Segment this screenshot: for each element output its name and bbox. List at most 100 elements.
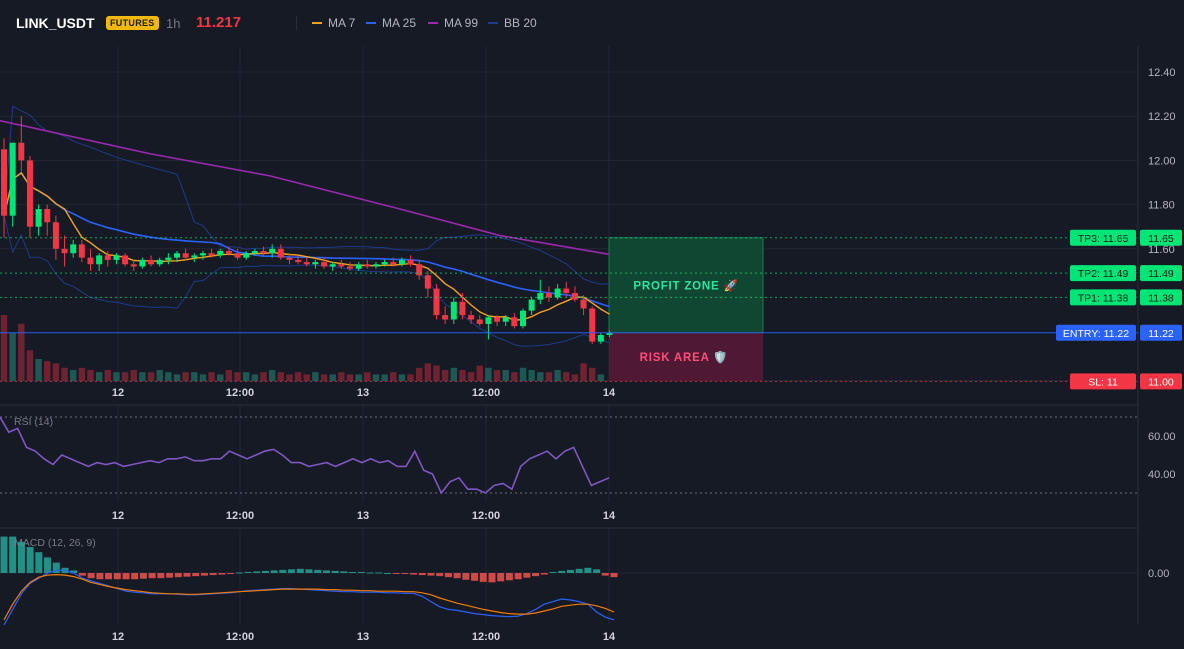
macd-hist-bar: [17, 541, 25, 573]
candle-body: [442, 315, 449, 320]
macd-hist-bar: [122, 573, 130, 580]
volume-bar: [113, 372, 120, 381]
candle-body: [528, 299, 535, 311]
volume-bar: [502, 370, 509, 381]
macd-hist-bar: [549, 571, 557, 573]
volume-bar: [147, 372, 155, 381]
volume-bar: [407, 374, 414, 381]
macd-hist-bar: [314, 569, 322, 573]
axis-tag-label: 11.22: [1148, 328, 1174, 340]
x-tick-label: 12:00: [472, 387, 500, 399]
volume-bar: [0, 315, 8, 381]
volume-bar: [44, 361, 51, 381]
candle-body: [312, 262, 319, 265]
volume-bar: [121, 372, 129, 381]
candle-body: [381, 262, 388, 265]
header-divider: [296, 16, 297, 30]
candle-body: [321, 262, 328, 267]
macd-hist-bar: [566, 569, 574, 573]
macd-hist-bar: [87, 573, 95, 579]
level-tag-sl[interactable]: [1070, 373, 1136, 390]
interval-label[interactable]: 1h: [166, 16, 181, 31]
level-tag-tp[interactable]: [1070, 289, 1136, 306]
symbol-name[interactable]: LINK_USDT: [16, 15, 95, 31]
macd-hist-bar: [436, 573, 444, 577]
candle-body: [554, 288, 561, 298]
macd-hist-bar: [540, 573, 548, 575]
candle-body: [494, 317, 501, 322]
level-tag-tp[interactable]: [1070, 229, 1136, 246]
macd-hist-bar: [383, 573, 391, 574]
axis-tag-tp: [1140, 265, 1182, 282]
legend-bb20[interactable]: BB 20: [488, 16, 537, 30]
legend-ma99[interactable]: MA 99: [428, 16, 478, 30]
volume-bar: [173, 374, 181, 381]
macd-hist-bar: [9, 536, 17, 573]
macd-hist-bar: [244, 571, 252, 573]
macd-hist-bar: [584, 567, 592, 573]
level-tag-tp[interactable]: [1070, 265, 1136, 282]
candle-body: [87, 257, 94, 265]
candle-body: [511, 317, 518, 327]
legend-ma7[interactable]: MA 7: [312, 16, 355, 30]
rsi-tick-label: 40.00: [1148, 469, 1176, 481]
volume-bar: [225, 370, 233, 381]
candle-body: [234, 253, 241, 258]
x-tick-label: 14: [603, 510, 616, 522]
macd-hist-bar: [305, 569, 313, 573]
volume-bar: [70, 370, 77, 381]
volume-bar: [18, 323, 25, 381]
macd-hist-bar: [523, 573, 531, 578]
candle-body: [35, 209, 42, 227]
macd-hist-bar: [479, 573, 487, 582]
macd-hist-bar: [288, 569, 296, 573]
candle-body: [364, 264, 371, 267]
macd-hist-bar: [392, 573, 400, 574]
rsi-tick-label: 60.00: [1148, 431, 1176, 443]
volume-bar: [286, 374, 293, 381]
volume-bar: [364, 372, 371, 381]
macd-hist-bar: [601, 573, 609, 576]
candle-body: [225, 251, 232, 254]
candle-body: [407, 259, 414, 265]
volume-bar: [346, 374, 354, 381]
macd-hist-bar: [35, 552, 43, 573]
x-tick-label: 12: [112, 631, 124, 643]
legend-ma7-label: MA 7: [328, 16, 356, 30]
chart-header: LINK_USDT FUTURES 1h 11.217 MA 7 MA 25 M…: [0, 0, 1184, 46]
macd-hist-bar: [253, 571, 261, 573]
volume-bar: [519, 367, 527, 381]
candle-body: [26, 160, 33, 227]
candle-body: [424, 275, 431, 289]
macd-hist-bar: [174, 573, 182, 578]
candle-body: [130, 264, 137, 267]
volume-bar: [251, 374, 259, 381]
volume-bar: [182, 372, 189, 381]
level-tag-label: SL: 11: [1088, 376, 1118, 388]
x-tick-label: 13: [357, 510, 369, 522]
volume-bar: [433, 365, 440, 381]
bb-upper-line: [3, 105, 610, 285]
candle-body: [182, 253, 189, 258]
volume-bar: [78, 367, 86, 381]
macd-hist-bar: [366, 572, 374, 574]
candle-body: [191, 255, 198, 258]
macd-hist-bar: [148, 573, 156, 579]
volume-bar: [416, 367, 423, 381]
macd-hist-bar: [139, 573, 147, 579]
legend-ma25[interactable]: MA 25: [366, 16, 416, 30]
candle-body: [96, 255, 103, 265]
axis-tag-label: 11.00: [1148, 376, 1174, 388]
macd-hist-bar: [218, 573, 226, 575]
macd-hist-bar: [96, 573, 104, 580]
volume-bar: [104, 370, 111, 381]
volume-bar: [563, 372, 570, 381]
volume-bar: [450, 367, 457, 381]
macd-hist-bar: [105, 573, 113, 580]
level-tag-label: TP2: 11.49: [1078, 268, 1129, 280]
volume-bar: [459, 370, 466, 381]
candle-body: [295, 259, 302, 263]
macd-hist-bar: [488, 573, 496, 583]
level-tag-entry[interactable]: [1056, 324, 1136, 341]
